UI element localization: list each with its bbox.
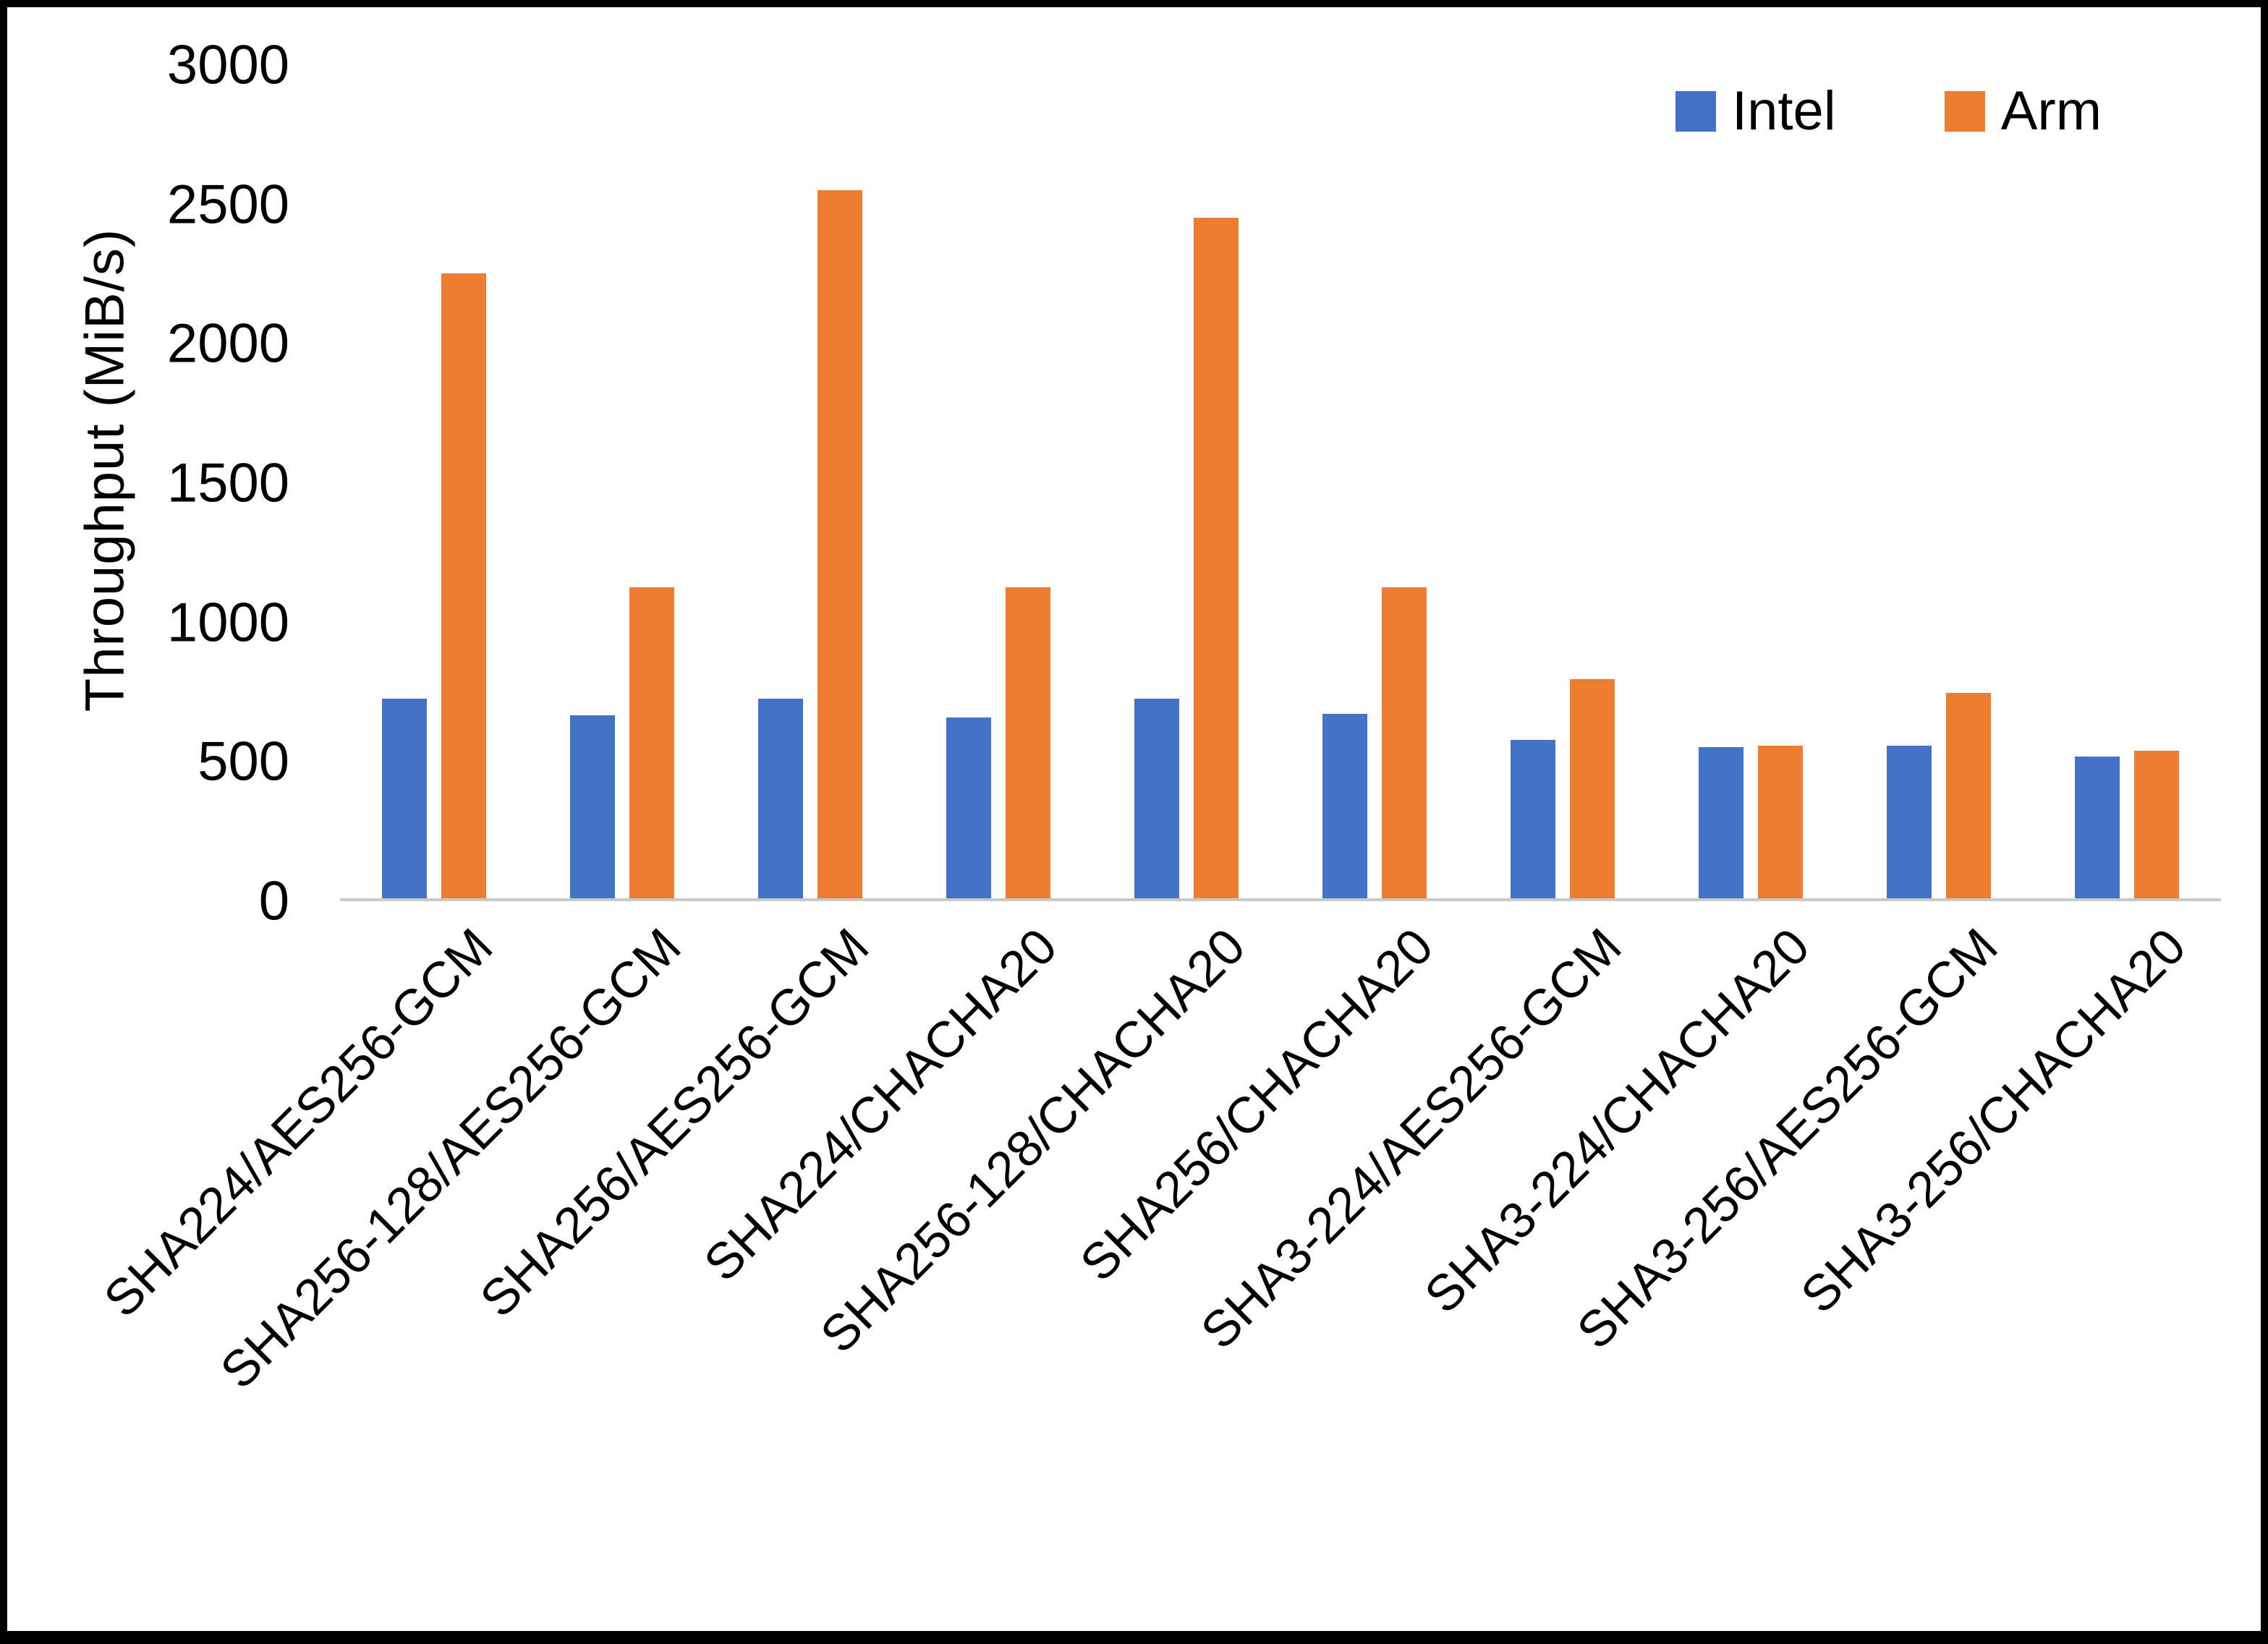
- y-tick-label: 500: [198, 731, 289, 793]
- legend-label: Arm: [2000, 80, 2102, 142]
- legend-item-intel: Intel: [1675, 80, 1836, 142]
- x-axis-category-label: SHA224/CHACHA20: [693, 917, 1068, 1292]
- x-axis-category-label: SHA224/AES256-GCM: [93, 917, 504, 1328]
- bar-arm: [1006, 587, 1050, 898]
- y-axis-ticks: 0 500 1000 1500 2000 2500 3000: [7, 35, 311, 932]
- x-axis-category-label: SHA256/AES256-GCM: [470, 917, 880, 1328]
- bar-arm: [1946, 692, 1991, 898]
- bar-intel: [2075, 757, 2120, 898]
- legend-swatch-icon: [1675, 90, 1717, 132]
- y-tick-label: 0: [258, 870, 289, 932]
- legend-item-arm: Arm: [1944, 80, 2102, 142]
- bar-group: [1657, 65, 1845, 898]
- bar-arm: [1382, 587, 1427, 898]
- bar-arm: [817, 189, 862, 898]
- y-tick-label: 2000: [166, 312, 289, 375]
- bar-arm: [441, 273, 486, 898]
- bar-intel: [946, 717, 991, 898]
- bar-arm: [1194, 218, 1239, 898]
- bar-intel: [1134, 698, 1179, 898]
- y-tick-label: 3000: [166, 34, 289, 96]
- legend-swatch-icon: [1944, 90, 1985, 132]
- bar-group: [1092, 65, 1280, 898]
- bar-intel: [1322, 713, 1367, 898]
- x-axis-labels: SHA224/AES256-GCM SHA256-128/AES256-GCM SH…: [93, 917, 2221, 1568]
- x-axis-category-label: SHA3-224/CHACHA20: [1414, 917, 1820, 1324]
- x-axis-category-label: SHA256/CHACHA20: [1069, 917, 1444, 1292]
- legend: Intel Arm: [1675, 80, 2102, 142]
- legend-label: Intel: [1732, 80, 1836, 142]
- bar-intel: [1887, 745, 1932, 898]
- bar-intel: [1699, 746, 1744, 898]
- bar-intel: [382, 698, 427, 898]
- y-tick-label: 1500: [166, 452, 289, 514]
- bar-arm: [1570, 678, 1615, 898]
- y-tick-label: 1000: [166, 592, 289, 654]
- bar-group: [1280, 65, 1469, 898]
- bar-group: [1469, 65, 1657, 898]
- bar-group: [1845, 65, 2033, 898]
- bar-group: [340, 65, 528, 898]
- bar-intel: [758, 698, 803, 898]
- bar-group: [2033, 65, 2221, 898]
- bar-arm: [1758, 745, 1803, 898]
- bar-intel: [570, 715, 615, 898]
- bar-group: [528, 65, 716, 898]
- bar-arm: [2134, 751, 2179, 898]
- x-axis-category-label: SHA3-256/CHACHA20: [1790, 917, 2196, 1324]
- bar-group: [716, 65, 904, 898]
- plot-area: [340, 65, 2221, 901]
- bar-arm: [629, 587, 674, 898]
- bar-intel: [1511, 740, 1555, 898]
- bar-group: [904, 65, 1092, 898]
- y-tick-label: 2500: [166, 174, 289, 236]
